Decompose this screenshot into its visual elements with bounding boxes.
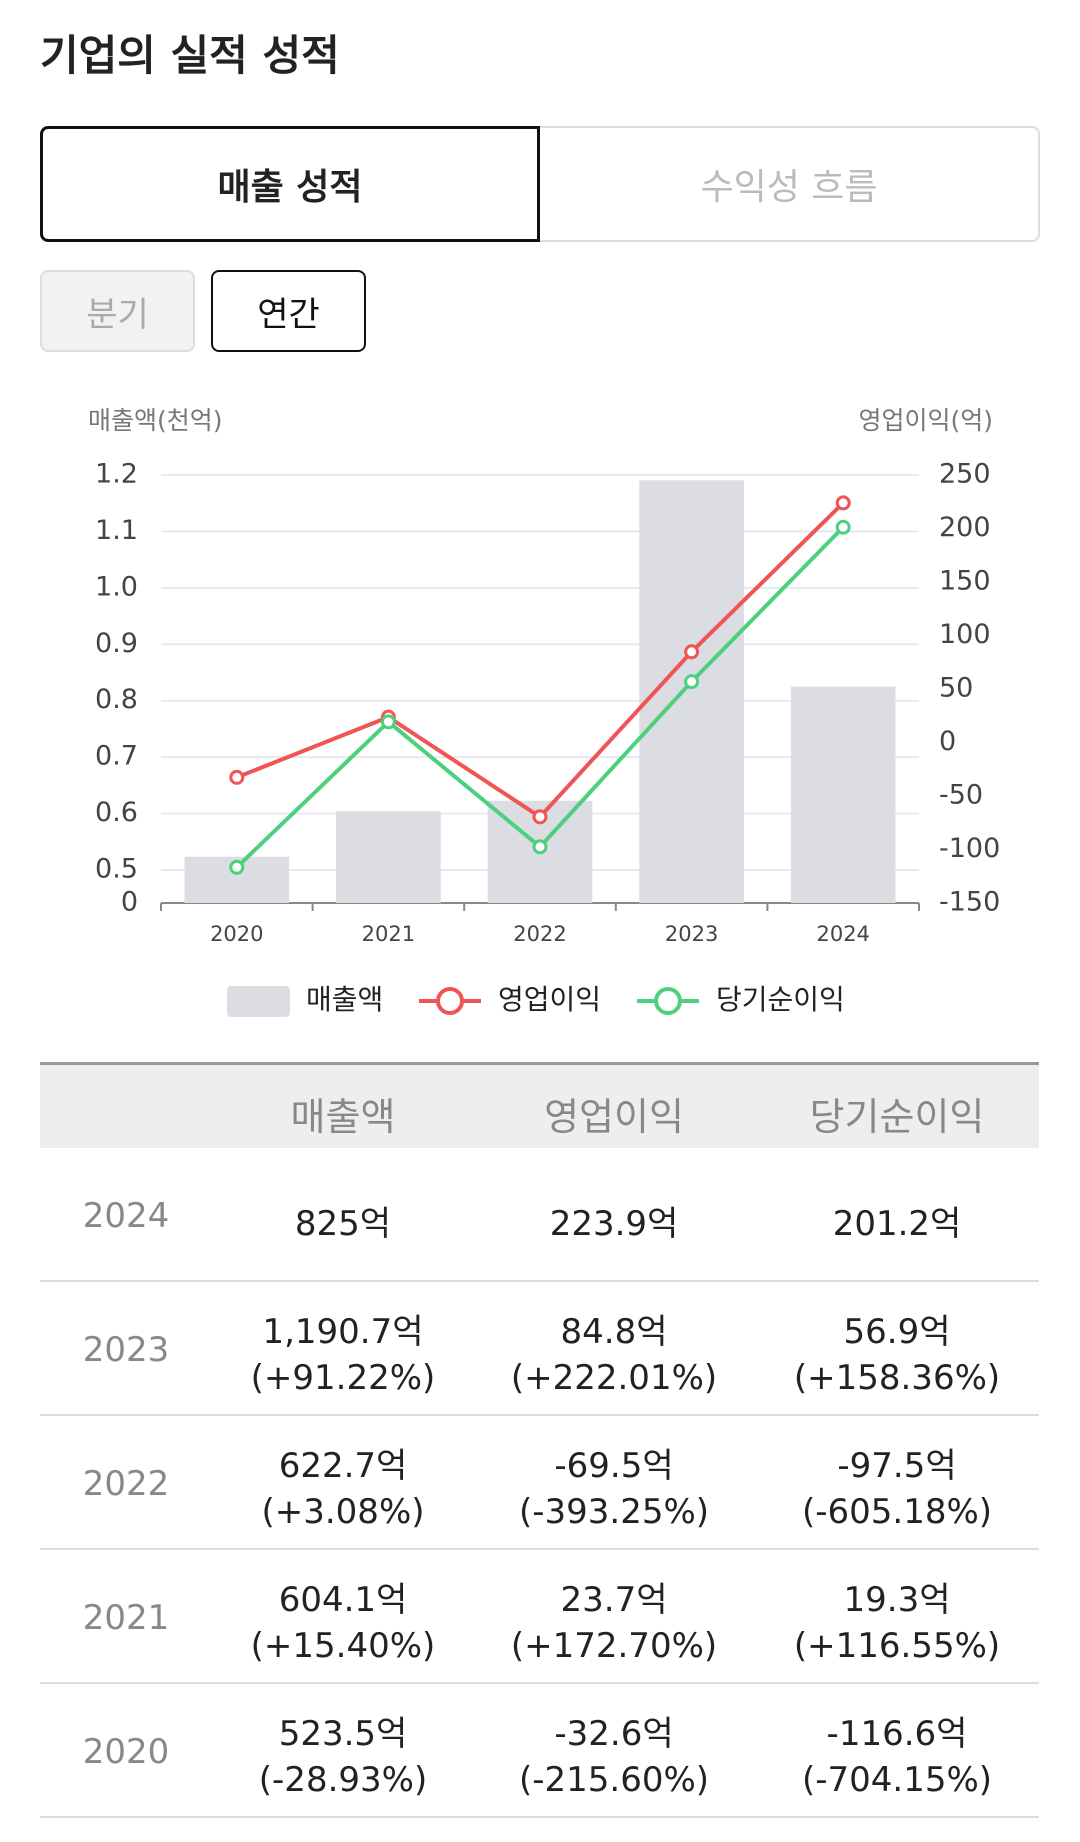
cell-value: -69.5억 <box>554 1446 674 1486</box>
y-axis-title: 매출액(천억) <box>88 406 223 435</box>
y2-axis-title: 영업이익(억) <box>858 406 993 435</box>
cell-change: (+172.70%) <box>510 1626 718 1666</box>
cell-change: (+91.22%) <box>250 1358 436 1398</box>
table-header <box>40 1062 1039 1148</box>
chart: 매출액(천억) 영업이익(억)00.50.60.70.80.91.01.11.2-… <box>88 406 1000 1017</box>
cell-change: (+3.08%) <box>261 1492 425 1532</box>
table-row <box>40 1416 1039 1550</box>
legend-label: 영업이익 <box>498 983 601 1016</box>
tab[interactable]: 수익성 흐름 <box>540 126 1040 242</box>
cell-change: (-28.93%) <box>258 1760 428 1800</box>
row-label: 2021 <box>82 1598 170 1638</box>
y2-tick-label: 250 <box>939 459 991 490</box>
line-point <box>229 859 245 875</box>
y2-tick-label: -100 <box>939 833 1000 864</box>
page-title: 기업의 실적 성적 <box>40 31 340 80</box>
cell-value: 19.3억 <box>843 1580 951 1620</box>
y-tick-label: 0.7 <box>95 741 138 772</box>
cell-value: 84.8억 <box>560 1312 668 1352</box>
cell-change: (-704.15%) <box>801 1760 993 1800</box>
cell-value: -32.6억 <box>554 1714 674 1754</box>
line-point <box>684 674 700 690</box>
cell-change: (-605.18%) <box>801 1492 993 1532</box>
column-header: 당기순이익 <box>809 1095 985 1139</box>
cell-value: 201.2억 <box>832 1204 962 1244</box>
y2-tick-label: 100 <box>939 619 991 650</box>
y-tick-label: 0.9 <box>95 628 138 659</box>
table-row <box>40 1148 1039 1282</box>
line-point <box>380 714 396 730</box>
line-point <box>684 644 700 660</box>
row-label: 2020 <box>82 1732 170 1772</box>
y-tick-label: 1.0 <box>95 571 138 602</box>
bar <box>790 686 896 903</box>
y-tick-label: 0.6 <box>95 797 138 828</box>
x-tick-label: 2023 <box>665 922 718 946</box>
row-label: 2023 <box>82 1330 170 1370</box>
y2-tick-label: -50 <box>939 780 983 811</box>
y-tick-label: 0.5 <box>95 854 138 885</box>
y-tick-label: 1.1 <box>95 515 138 546</box>
x-tick-label: 2020 <box>210 922 263 946</box>
y2-tick-label: 0 <box>939 726 956 757</box>
y-tick-label: 0.8 <box>95 684 138 715</box>
cell-value: 56.9억 <box>843 1312 951 1352</box>
line-point <box>532 809 548 825</box>
legend-label: 매출액 <box>306 983 383 1016</box>
cell-value: 825억 <box>294 1204 392 1244</box>
cell-change: (-215.60%) <box>518 1760 710 1800</box>
y-tick-label: 0 <box>121 887 138 918</box>
line-point <box>229 769 245 785</box>
cell-value: 622.7억 <box>278 1446 408 1486</box>
x-tick-label: 2022 <box>513 922 566 946</box>
row-label: 2024 <box>82 1196 170 1236</box>
y2-tick-label: 150 <box>939 566 991 597</box>
x-tick-label: 2024 <box>816 922 869 946</box>
tab-active[interactable]: 매출 성적 <box>40 126 540 242</box>
cell-change: (+15.40%) <box>250 1626 436 1666</box>
row-label: 2022 <box>82 1464 170 1504</box>
cell-value: 1,190.7억 <box>262 1312 424 1352</box>
cell-change: (+158.36%) <box>793 1358 1001 1398</box>
legend-label: 당기순이익 <box>716 983 845 1016</box>
cell-value: 23.7억 <box>560 1580 668 1620</box>
cell-value: 223.9억 <box>549 1204 679 1244</box>
table-row <box>40 1550 1039 1684</box>
line-point <box>835 519 851 535</box>
cell-change: (+116.55%) <box>793 1626 1001 1666</box>
period-button[interactable]: 분기 <box>40 270 195 352</box>
table-row <box>40 1684 1039 1818</box>
bar <box>336 811 441 903</box>
line <box>236 501 845 820</box>
period-button-active[interactable]: 연간 <box>211 270 366 352</box>
cell-value: 523.5억 <box>278 1714 408 1754</box>
line-point <box>532 839 548 855</box>
y-tick-label: 1.2 <box>95 459 138 490</box>
cell-value: 604.1억 <box>278 1580 408 1620</box>
legend-swatch <box>436 987 464 1015</box>
x-tick-label: 2021 <box>362 922 415 946</box>
column-header: 매출액 <box>290 1095 396 1139</box>
cell-value: -116.6억 <box>826 1714 968 1754</box>
y2-tick-label: -150 <box>939 887 1000 918</box>
y2-tick-label: 200 <box>939 512 991 543</box>
table-row <box>40 1282 1039 1416</box>
line-point <box>835 495 851 511</box>
cell-value: -97.5억 <box>837 1446 957 1486</box>
y2-tick-label: 50 <box>939 673 973 704</box>
legend-swatch <box>654 987 682 1015</box>
cell-change: (+222.01%) <box>510 1358 718 1398</box>
cell-change: (-393.25%) <box>518 1492 710 1532</box>
column-header: 영업이익 <box>544 1095 684 1139</box>
legend-swatch <box>227 986 290 1017</box>
